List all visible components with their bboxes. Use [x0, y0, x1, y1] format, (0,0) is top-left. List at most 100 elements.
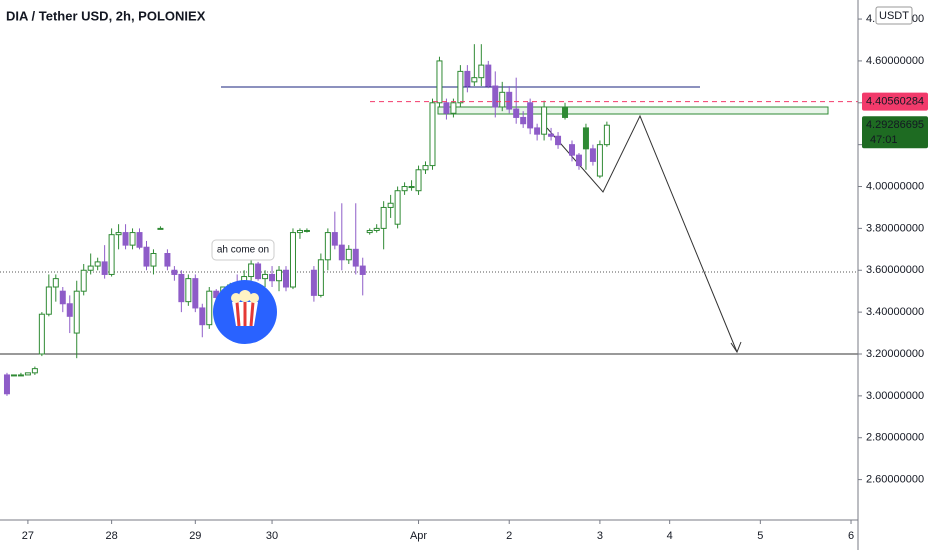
- candle-body: [3, 374, 10, 395]
- candle-body: [129, 232, 136, 246]
- candle-body: [185, 278, 192, 303]
- y-tick-label: 3.80000000: [866, 222, 924, 234]
- candle-body: [429, 102, 436, 167]
- candle-body: [548, 133, 555, 137]
- candle-body: [303, 229, 310, 232]
- candle-body: [38, 313, 45, 355]
- candle-body: [520, 116, 527, 125]
- candle-body: [492, 85, 499, 108]
- candle-body: [94, 261, 101, 267]
- candle-body: [136, 232, 143, 248]
- x-tick-label: 4: [667, 530, 673, 542]
- popcorn-kernel: [231, 293, 241, 303]
- popcorn-stripes: [235, 301, 255, 327]
- candle-body: [164, 253, 171, 267]
- candle-body: [422, 165, 429, 171]
- candle-body: [324, 232, 331, 261]
- candle-body: [450, 102, 457, 114]
- candle-body: [457, 70, 464, 104]
- candle-body: [178, 273, 185, 303]
- price-axis: [858, 0, 932, 520]
- candle-body: [555, 135, 562, 146]
- y-tick-label: 3.20000000: [866, 348, 924, 360]
- candle-body: [73, 290, 80, 334]
- candle-body: [499, 91, 506, 108]
- last-price-label: 4.29286695: [866, 119, 924, 131]
- y-tick-label: 4.00000000: [866, 180, 924, 192]
- overlay: ah come on DIA / Tether USD, 2h, POLONIE…: [6, 8, 277, 344]
- candle-body: [352, 248, 359, 267]
- popcorn-kernel: [239, 290, 251, 302]
- candle-body: [255, 263, 262, 280]
- candle-body: [192, 278, 199, 309]
- y-tick-label: 2.60000000: [866, 474, 924, 486]
- candle-body: [464, 70, 471, 87]
- candle-body: [380, 206, 387, 229]
- zone-box: [437, 106, 829, 115]
- candle-body: [596, 144, 603, 177]
- candle-body: [471, 77, 478, 83]
- candle-body: [276, 269, 283, 282]
- candle-body: [150, 253, 157, 267]
- candle-body: [513, 108, 520, 118]
- badges: 4.40560284 4.29286695 47:01 USDT: [862, 6, 928, 149]
- candle-body: [443, 102, 450, 114]
- arrow-head: [730, 341, 742, 354]
- candle-body: [24, 372, 31, 376]
- y-tick-label: 3.60000000: [866, 264, 924, 276]
- callout-box: [211, 239, 275, 261]
- candle-body: [157, 227, 164, 230]
- currency-label[interactable]: USDT: [879, 10, 909, 22]
- last-price-badge: [862, 116, 928, 149]
- candle-body: [338, 244, 345, 261]
- y-tick-label: 4.60000000: [866, 55, 924, 67]
- chart-title: DIA / Tether USD, 2h, POLONIEX: [6, 8, 206, 23]
- x-tick-label: 6: [848, 530, 854, 542]
- candle-body: [206, 290, 213, 326]
- price-badge: [862, 92, 928, 111]
- price-badge-label: 4.40560284: [866, 96, 924, 108]
- candle-body: [296, 229, 303, 234]
- candle-body: [506, 91, 513, 110]
- candle-body: [562, 106, 569, 118]
- candle-body: [52, 278, 59, 288]
- candle-body: [401, 186, 408, 192]
- currency-box[interactable]: [875, 6, 913, 25]
- candle-body: [373, 227, 380, 231]
- candle-body: [59, 290, 66, 305]
- candles: [3, 44, 858, 396]
- candle-body: [582, 127, 589, 150]
- x-tick-label: 29: [189, 530, 201, 542]
- x-tick-label: 2: [506, 530, 512, 542]
- y-tick-label: 2.80000000: [866, 432, 924, 444]
- projection-path: [546, 114, 738, 353]
- candle-body: [171, 269, 178, 275]
- candle-body: [541, 106, 548, 135]
- candle-body: [366, 229, 373, 234]
- candle-body: [262, 273, 269, 280]
- candle-body: [10, 374, 17, 377]
- x-tick-label: 27: [22, 530, 34, 542]
- candle-body: [394, 190, 401, 225]
- popcorn-kernel: [249, 293, 259, 303]
- candle-body: [569, 144, 575, 156]
- x-tick-label: 5: [757, 530, 763, 542]
- candle-body: [359, 265, 366, 275]
- candle-body: [283, 269, 289, 288]
- candle-body: [436, 60, 443, 104]
- candle-body: [45, 286, 52, 315]
- candle-body: [534, 127, 541, 135]
- y-tick-label: 3.40000000: [866, 306, 924, 318]
- candle-body: [603, 124, 610, 146]
- candle-body: [199, 307, 206, 326]
- candle-body: [115, 232, 122, 236]
- candle-body: [66, 303, 73, 317]
- candle-body: [387, 202, 394, 208]
- candle-body: [415, 169, 422, 192]
- candle-body: [485, 64, 492, 87]
- candle-body: [317, 259, 324, 296]
- countdown-label: 47:01: [870, 134, 898, 146]
- candle-body: [289, 232, 296, 288]
